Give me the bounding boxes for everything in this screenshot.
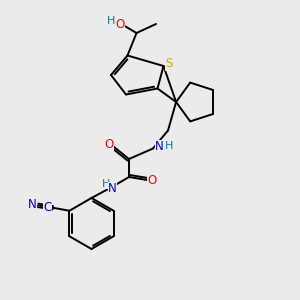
Text: O: O xyxy=(104,137,113,151)
Text: N: N xyxy=(28,198,37,211)
Text: C: C xyxy=(44,201,52,214)
Text: H: H xyxy=(165,141,174,151)
Text: O: O xyxy=(148,173,157,187)
Text: H: H xyxy=(107,16,115,26)
Text: N: N xyxy=(155,140,164,154)
Text: H: H xyxy=(101,179,110,189)
Text: S: S xyxy=(165,57,172,70)
Text: N: N xyxy=(108,182,117,196)
Text: O: O xyxy=(116,18,124,31)
